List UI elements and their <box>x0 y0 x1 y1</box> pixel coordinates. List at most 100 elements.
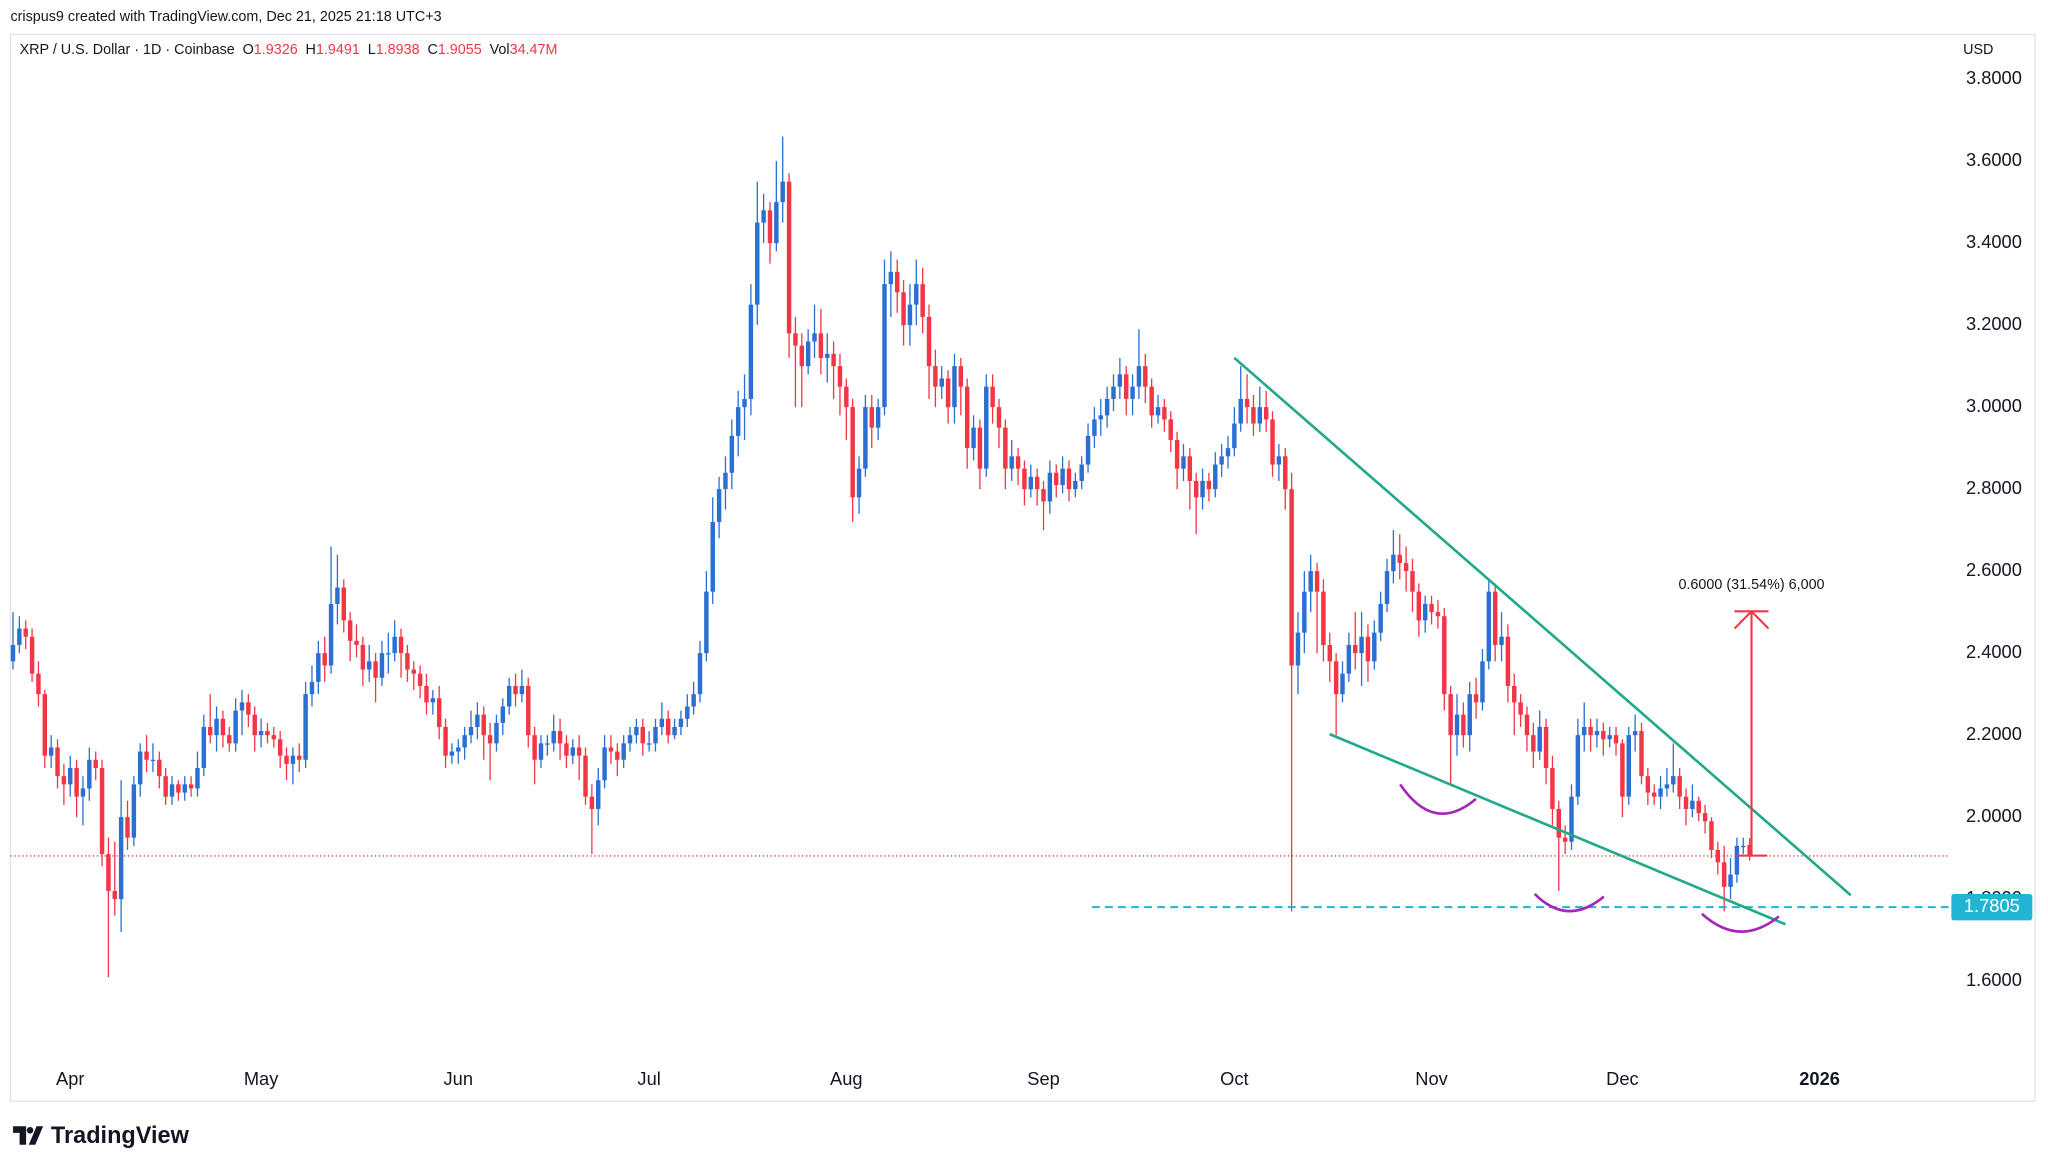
candle-body <box>246 702 251 715</box>
candle-body <box>952 366 957 408</box>
candle-body <box>640 726 645 744</box>
candle-body <box>1314 571 1320 592</box>
candle-body <box>417 673 423 686</box>
candle-body <box>430 698 436 703</box>
candle-body <box>1709 821 1714 850</box>
candle-body <box>786 181 792 334</box>
x-tick-label: Aug <box>830 1068 863 1089</box>
candle-body <box>697 653 703 695</box>
arc <box>1399 783 1477 815</box>
candle-body <box>545 743 550 745</box>
candle-body <box>386 653 391 655</box>
candle-body <box>914 284 919 305</box>
candle-body <box>1034 476 1040 490</box>
candle-body <box>888 271 894 285</box>
candle-body <box>767 210 773 244</box>
candle-body <box>1639 731 1644 777</box>
y-tick-label: 3.4000 <box>1966 231 2022 252</box>
candle-body <box>1721 862 1727 887</box>
high-value: 1.9491 <box>316 42 360 58</box>
candle-body <box>233 710 238 744</box>
x-tick-label: Dec <box>1606 1068 1639 1089</box>
candle-body <box>907 304 913 326</box>
candle-body <box>1098 415 1104 420</box>
arc <box>1533 892 1605 913</box>
candle-body <box>1111 386 1116 399</box>
y-tick-label: 2.4000 <box>1966 641 2022 662</box>
support-label-box <box>1951 893 2033 921</box>
y-tick-label: 2.8000 <box>1966 477 2022 498</box>
candle-body <box>926 316 932 367</box>
candle-body <box>1054 472 1059 486</box>
candle-body <box>328 603 334 666</box>
x-tick-label: Nov <box>1415 1068 1448 1089</box>
candle-body <box>500 706 506 723</box>
candle-body <box>182 784 187 793</box>
candle-body <box>220 718 226 736</box>
candle-body <box>137 751 143 785</box>
candle-body <box>1480 661 1485 703</box>
candle-body <box>984 386 989 469</box>
candle-body <box>646 743 652 745</box>
candle-body <box>252 714 257 736</box>
candle-body <box>844 386 849 408</box>
candle-body <box>1015 456 1021 469</box>
candle-body <box>366 661 372 670</box>
candle-body <box>99 767 105 855</box>
wedge-upper-line <box>1233 356 1852 897</box>
candle-body <box>1213 464 1218 490</box>
candle-body <box>1435 612 1441 617</box>
candle-body <box>557 731 563 744</box>
candle-body <box>1550 767 1555 809</box>
candle-body <box>1193 480 1199 498</box>
candle-body <box>519 685 525 695</box>
candle-body <box>570 747 576 756</box>
candle-body <box>1461 714 1466 736</box>
candle-body <box>869 407 874 428</box>
y-tick-label: 3.8000 <box>1966 67 2022 88</box>
candle-body <box>742 398 747 408</box>
candle-body <box>837 366 843 387</box>
candle-body <box>1123 374 1129 399</box>
candle-body <box>977 427 983 469</box>
candle-body <box>1505 636 1511 686</box>
candle-body <box>468 726 474 736</box>
candle-body <box>729 435 735 473</box>
candle-body <box>621 743 626 760</box>
candle-body <box>1295 632 1301 666</box>
candle-body <box>106 854 111 891</box>
candle-body <box>1664 784 1670 789</box>
x-tick-label: Apr <box>56 1068 84 1089</box>
candle-body <box>1136 366 1142 387</box>
currency-label: USD <box>1963 42 1993 58</box>
candle-body <box>1047 472 1053 502</box>
candle-body <box>704 591 709 654</box>
candle-body <box>1283 456 1288 490</box>
candle-body <box>188 784 194 789</box>
candle-body <box>449 751 455 756</box>
candle-body <box>723 472 728 490</box>
candle-body <box>1372 632 1377 662</box>
support-label: 1.7805 <box>1964 895 2020 916</box>
candle-body <box>297 755 302 760</box>
candle-body <box>169 784 175 797</box>
candle-body <box>1448 694 1453 736</box>
candle-body <box>29 636 35 674</box>
candle-body <box>1352 644 1358 654</box>
candle-body <box>716 489 722 522</box>
x-tick-label: Sep <box>1027 1068 1060 1089</box>
candle-body <box>1085 435 1091 465</box>
wedge-lower-line <box>1329 732 1786 926</box>
candle-body <box>265 731 270 736</box>
candle-body <box>945 378 951 408</box>
candle-body <box>659 718 665 727</box>
candle-body <box>1117 374 1123 387</box>
candle-body <box>1079 464 1084 481</box>
candle-body <box>506 685 512 707</box>
candle-body <box>564 743 569 756</box>
candle-body <box>379 653 385 678</box>
candle-body <box>996 407 1002 428</box>
candle-body <box>125 817 130 838</box>
candle-body <box>608 747 614 752</box>
